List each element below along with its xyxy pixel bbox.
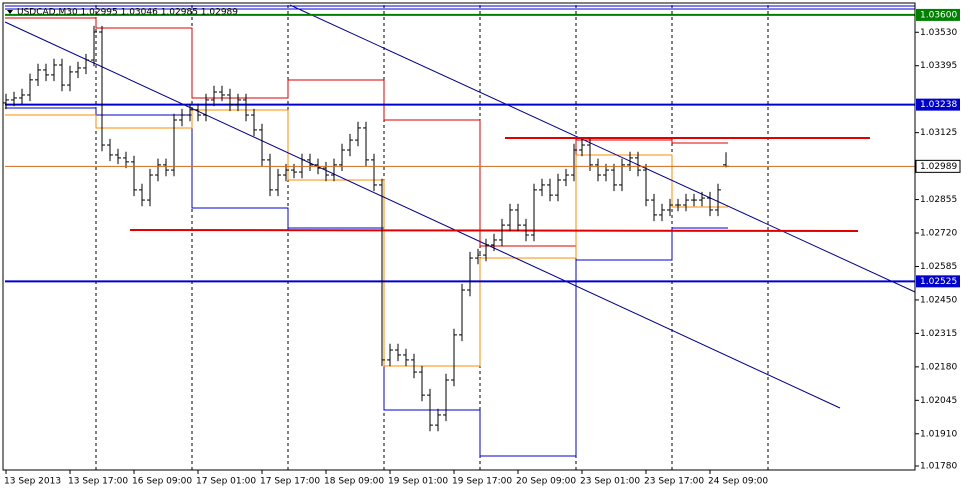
price-badge [916, 275, 960, 288]
support-line [129, 229, 859, 232]
decorations [4, 4, 916, 470]
plot [3, 13, 915, 432]
daily-high-steps [5, 17, 728, 247]
x-tick-label: 23 Sep 17:00 [644, 477, 704, 487]
daily-open-steps [5, 109, 728, 367]
price-badge-label: 1.02525 [920, 277, 957, 287]
y-tick-label: 1.03125 [920, 128, 957, 138]
y-tick-label: 1.02045 [920, 396, 957, 406]
y-tick-label: 1.02585 [920, 262, 957, 272]
x-tick-label: 17 Sep 17:00 [260, 477, 320, 487]
price-badge-label: 1.03600 [920, 10, 957, 20]
y-tick-label: 1.02450 [920, 295, 957, 305]
x-tick-label: 23 Sep 01:00 [580, 477, 640, 487]
y-tick-label: 1.02180 [920, 362, 957, 372]
trend-line [289, 4, 916, 293]
menu-arrow [7, 10, 13, 14]
x-tick-label: 19 Sep 17:00 [452, 477, 512, 487]
bid-label: 1.02989 [920, 162, 957, 172]
y-tick-label: 1.03530 [920, 28, 957, 38]
x-tick-label: 24 Sep 09:00 [708, 477, 768, 487]
y-tick-label: 1.01780 [920, 462, 957, 472]
chart-title: USDCAD,M30 1.02995 1.03046 1.02985 1.029… [17, 8, 238, 18]
bid-badge [915, 159, 961, 173]
x-tick-label: 20 Sep 09:00 [516, 477, 576, 487]
x-tick-label: 18 Sep 09:00 [324, 477, 384, 487]
y-tick-label: 1.01910 [920, 429, 957, 439]
y-tick-label: 1.03395 [920, 61, 957, 71]
x-tick-label: 13 Sep 17:00 [68, 477, 128, 487]
plot-frame [2, 2, 916, 471]
x-tick-label: 19 Sep 01:00 [388, 477, 448, 487]
x-tick-label: 13 Sep 2013 [4, 477, 61, 487]
price-badge [916, 98, 960, 111]
y-tick-label: 1.02315 [920, 329, 957, 339]
trend-line [4, 21, 841, 409]
x-tick-label: 17 Sep 01:00 [196, 477, 256, 487]
price-badge [916, 8, 960, 21]
x-tick-label: 16 Sep 09:00 [132, 477, 192, 487]
y-tick-label: 1.02720 [920, 229, 957, 239]
price-badge-label: 1.03238 [920, 100, 957, 110]
y-tick-label: 1.02855 [920, 195, 957, 205]
